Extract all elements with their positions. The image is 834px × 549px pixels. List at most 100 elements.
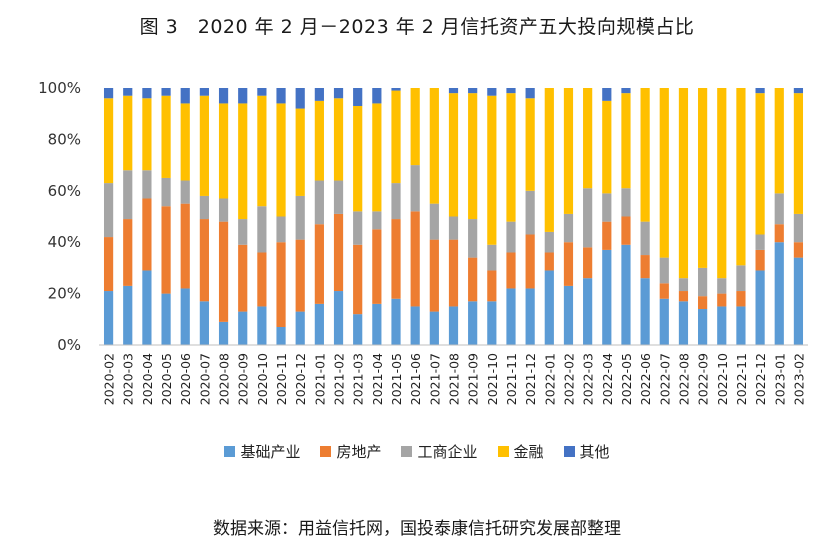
x-tick-label: 2022-10 — [715, 353, 730, 405]
bar-segment — [602, 249, 612, 345]
legend-label: 工商企业 — [417, 443, 478, 461]
bar-segment — [238, 311, 248, 345]
bar-segment — [333, 180, 344, 214]
bar-segment — [525, 88, 535, 99]
bar-segment — [698, 309, 708, 345]
bar-segment — [544, 231, 554, 253]
y-tick-label: 0% — [57, 336, 81, 354]
bar-segment — [295, 239, 305, 312]
bar-segment — [774, 88, 784, 194]
bar-segment — [257, 206, 267, 253]
legend-item: 基础产业 — [224, 441, 300, 462]
bar-segment — [295, 88, 305, 109]
bar-segment — [659, 283, 669, 299]
bar-segment — [276, 103, 286, 217]
x-tick-label: 2022-09 — [696, 353, 711, 405]
x-tick-label: 2023-01 — [772, 353, 787, 405]
bar-segment — [410, 165, 420, 212]
bar-segment — [755, 249, 765, 271]
bar-segment — [142, 98, 152, 171]
bar-segment — [142, 170, 152, 199]
bar-segment — [353, 314, 363, 345]
bar-segment — [659, 298, 669, 345]
x-tick-label: 2020-02 — [102, 353, 117, 405]
x-tick-label: 2021-04 — [370, 353, 385, 405]
bar-segment — [448, 93, 459, 217]
bar-segment — [257, 88, 267, 96]
legend-swatch — [401, 446, 413, 457]
bar-segment — [448, 88, 459, 94]
bar-segment — [774, 242, 784, 345]
bar-segment — [602, 100, 612, 194]
bar-segment — [161, 206, 171, 294]
bar-segment — [410, 211, 420, 307]
y-tick-label: 20% — [48, 285, 81, 303]
bar-segment — [468, 93, 478, 220]
bar-segment — [314, 180, 324, 225]
bar-segment — [678, 301, 689, 345]
bar-segment — [199, 195, 209, 220]
x-tick-label: 2020-07 — [197, 353, 212, 405]
bar-segment — [276, 242, 286, 328]
bar-segment — [218, 221, 229, 322]
bar-segment — [238, 103, 248, 220]
bar-segment — [103, 237, 114, 292]
bar-segment — [276, 88, 286, 104]
chart-title: 图 3 2020 年 2 月－2023 年 2 月信托资产五大投向规模占比 — [139, 16, 695, 38]
bar-segment — [257, 252, 267, 307]
bar-segment — [123, 285, 133, 345]
bar-segment — [199, 301, 209, 345]
bar-segment — [698, 296, 708, 310]
bar-segment — [372, 303, 382, 345]
legend-label: 房地产 — [336, 443, 382, 461]
bar-segment — [736, 291, 746, 307]
y-tick-label: 40% — [48, 233, 81, 251]
bar-segment — [123, 219, 133, 286]
bar-segment — [276, 327, 286, 345]
bar-segment — [487, 88, 497, 96]
legend-item: 金融 — [497, 441, 544, 462]
bar-segment — [142, 270, 152, 345]
bar-segment — [123, 170, 133, 220]
bar-segment — [583, 278, 593, 345]
bar-segment — [487, 301, 497, 345]
bar-segment — [161, 293, 171, 345]
bar-segment — [506, 88, 516, 94]
x-tick-label: 2020-08 — [217, 353, 232, 405]
x-tick-label: 2021-07 — [427, 353, 442, 405]
bar-segment — [506, 93, 516, 222]
bar-segment — [717, 88, 727, 279]
legend-label: 基础产业 — [240, 443, 301, 461]
bar-segment — [755, 270, 765, 345]
bar-segment — [793, 242, 804, 258]
bar-segment — [218, 103, 229, 199]
bar-segment — [314, 224, 324, 304]
bar-segment — [506, 252, 516, 289]
bar-segment — [621, 216, 631, 245]
bar-segment — [506, 288, 516, 345]
bar-segment — [218, 321, 229, 345]
bar-segment — [717, 278, 727, 294]
x-tick-label: 2022-01 — [542, 353, 557, 405]
x-tick-label: 2022-11 — [734, 353, 749, 405]
bar-segment — [755, 88, 765, 94]
legend-item: 其他 — [563, 441, 610, 462]
bar-segment — [391, 90, 401, 184]
bar-segment — [429, 88, 439, 204]
bar-segment — [180, 103, 190, 181]
bar-segment — [123, 95, 133, 171]
bar-segment — [257, 95, 267, 207]
x-tick-label: 2021-03 — [351, 353, 366, 405]
bar-segment — [295, 195, 305, 240]
bar-segment — [142, 88, 152, 99]
bar-segment — [563, 213, 574, 243]
bar-segment — [678, 88, 689, 279]
bar-segment — [583, 88, 593, 189]
bar-segment — [602, 88, 612, 101]
x-tick-label: 2020-09 — [236, 353, 251, 405]
bar-segment — [506, 221, 516, 253]
x-tick-label: 2021-08 — [447, 353, 462, 405]
x-tick-label: 2020-03 — [121, 353, 136, 405]
bar-segment — [353, 88, 363, 106]
bar-segment — [659, 257, 669, 284]
